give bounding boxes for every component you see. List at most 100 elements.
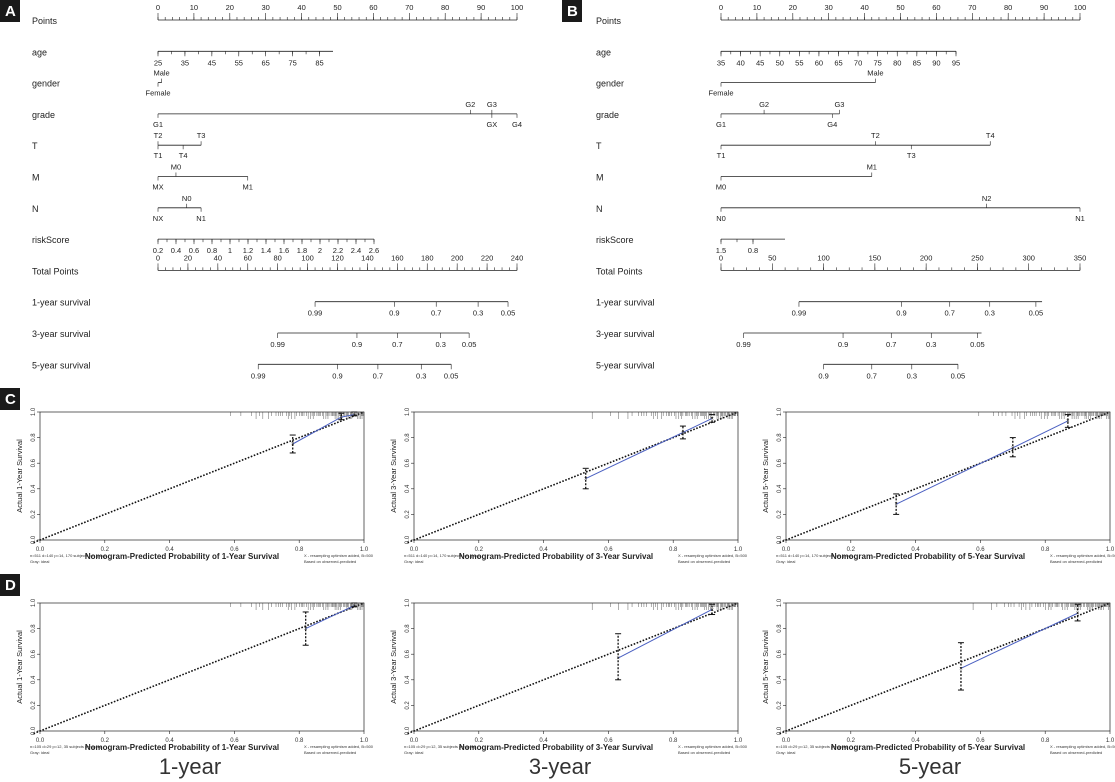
- svg-text:B: B: [567, 3, 578, 20]
- error-bar-pd-1-1: ×: [302, 611, 309, 646]
- x-tick-label-pd-3: 0.6: [976, 738, 985, 744]
- tick-label-1-year-survival: 0.99: [308, 309, 323, 318]
- y-tick-label-pd-2: 1.0: [405, 598, 411, 607]
- row-label-riskscore: riskScore: [32, 235, 70, 245]
- tick-label-5-year-survival: 0.99: [251, 371, 266, 380]
- tick-label-5-year-survival: 0.3: [416, 371, 426, 380]
- tick-label-points: 50: [896, 3, 904, 12]
- tick-label-age: 60: [815, 58, 823, 67]
- row-label-gender: gender: [596, 79, 624, 89]
- tick-label-points: 10: [753, 3, 761, 12]
- row-label-points: Points: [596, 16, 622, 26]
- rug-ticks-pd-3: [972, 603, 1110, 610]
- tick-label-riskscore: 1: [228, 246, 232, 255]
- tick-label-total-points: 150: [869, 253, 882, 262]
- tick-label-age: 65: [834, 58, 842, 67]
- row-label-3-year-survival: 3-year survival: [32, 329, 91, 339]
- tick-label-age: 55: [235, 58, 243, 67]
- tick-label-total-points: 180: [421, 253, 434, 262]
- y-tick-label-pd-1: 0.8: [31, 624, 37, 633]
- row-label-grade: grade: [596, 110, 619, 120]
- error-bar-pd-3-2: ×: [1074, 603, 1081, 622]
- tick-label-3-year-survival: 0.3: [435, 340, 445, 349]
- x-tick-label-pd-1: 0.4: [165, 738, 174, 744]
- tick-label-riskscore: 1.8: [297, 246, 307, 255]
- level-label-t: T4: [986, 131, 995, 140]
- rug-ticks-pd-2: [592, 603, 738, 610]
- tick-label-points: 80: [1004, 3, 1012, 12]
- point-marker: ×: [1066, 419, 1070, 425]
- tick-label-age: 75: [873, 58, 881, 67]
- x-tick-label-pd-3: 1.0: [1106, 738, 1115, 744]
- level-label-n: NX: [153, 214, 163, 223]
- observed-line-pd-2: [617, 608, 713, 659]
- tick-label-age: 55: [795, 58, 803, 67]
- x-axis-label-pd-3: Nomogram-Predicted Probability of 5-Year…: [831, 743, 1025, 752]
- y-tick-label-pc-2: 0.2: [405, 510, 411, 519]
- row-label-5-year-survival: 5-year survival: [596, 360, 655, 370]
- tick-label-riskscore: 0.8: [748, 246, 758, 255]
- x-tick-label-pd-2: 0.8: [669, 738, 678, 744]
- footnote-right-pc-3: X - resampling optimism added, B=500: [1050, 553, 1115, 558]
- footer-label-5-year: 5-year: [899, 754, 961, 779]
- y-tick-label-pd-3: 0.6: [777, 649, 783, 658]
- x-tick-label-pd-2: 1.0: [734, 738, 743, 744]
- tick-label-total-points: 300: [1022, 253, 1035, 262]
- error-bar-pc-1-1: ×: [289, 434, 296, 454]
- y-tick-label-pd-3: 0.2: [777, 701, 783, 710]
- tick-label-3-year-survival: 0.05: [970, 340, 985, 349]
- footer-label-3-year: 3-year: [529, 754, 591, 779]
- y-tick-label-pc-1: 0.8: [31, 433, 37, 442]
- level-label-grade: G3: [834, 100, 844, 109]
- tick-label-total-points: 0: [719, 253, 723, 262]
- svg-text:C: C: [5, 391, 16, 408]
- tick-label-age: 90: [932, 58, 940, 67]
- level-label-n: N1: [196, 214, 206, 223]
- y-tick-label-pc-3: 0.4: [777, 484, 783, 493]
- tick-label-total-points: 40: [214, 253, 222, 262]
- error-bar-pd-2-2: ×: [709, 603, 716, 616]
- tick-label-points: 30: [825, 3, 833, 12]
- tick-label-total-points: 200: [920, 253, 933, 262]
- point-marker: ×: [353, 604, 357, 610]
- error-bar-pc-1-2: ×: [338, 412, 345, 421]
- footnote-right-pc-1: X - resampling optimism added, B=500: [304, 553, 374, 558]
- tick-label-total-points: 250: [971, 253, 984, 262]
- footnote-right-pd-3: Based on observed-predicted: [1050, 750, 1102, 755]
- footnote-left-pc-2: n=511 d=140 p=14, 170 subjects per group: [404, 553, 481, 558]
- tick-label-points: 40: [297, 3, 305, 12]
- tick-label-3-year-survival: 0.7: [392, 340, 402, 349]
- y-tick-label-pc-1: 0.0: [31, 535, 37, 544]
- x-tick-label-pc-3: 1.0: [1106, 547, 1115, 553]
- level-label-n: N0: [182, 194, 192, 203]
- tick-label-points: 100: [511, 3, 524, 12]
- y-axis-label-pc-3: Actual 5-Year Survival: [761, 439, 770, 513]
- tick-label-total-points: 100: [817, 253, 830, 262]
- tick-label-total-points: 350: [1074, 253, 1087, 262]
- tick-label-points: 50: [333, 3, 341, 12]
- level-label-t: T3: [907, 151, 916, 160]
- footnote-right-pc-2: X - resampling optimism added, B=500: [678, 553, 748, 558]
- tick-label-3-year-survival: 0.99: [736, 340, 751, 349]
- tick-label-3-year-survival: 0.05: [462, 340, 477, 349]
- plot-frame-pc-2: [413, 411, 739, 541]
- y-tick-label-pc-1: 1.0: [31, 407, 37, 416]
- tick-label-age: 35: [181, 58, 189, 67]
- row-label-m: M: [32, 173, 40, 183]
- ideal-line-pc-3: [779, 411, 1111, 544]
- tick-label-total-points: 220: [481, 253, 494, 262]
- level-label-m: MX: [152, 183, 163, 192]
- row-label-n: N: [596, 204, 603, 214]
- y-tick-label-pd-3: 0.4: [777, 675, 783, 684]
- level-label-m: M1: [243, 183, 253, 192]
- error-bar-pc-3-2: ×: [1009, 437, 1016, 458]
- x-axis-label-pd-1: Nomogram-Predicted Probability of 1-Year…: [85, 743, 279, 752]
- level-label-gender: Female: [708, 89, 733, 98]
- tick-label-3-year-survival: 0.7: [886, 340, 896, 349]
- y-tick-label-pc-1: 0.2: [31, 510, 37, 519]
- row-label-1-year-survival: 1-year survival: [596, 298, 655, 308]
- rug-ticks-pc-2: [592, 412, 738, 419]
- x-tick-label-pc-2: 0.0: [410, 547, 419, 553]
- x-tick-label-pd-3: 0.4: [911, 738, 920, 744]
- tick-label-age: 35: [717, 58, 725, 67]
